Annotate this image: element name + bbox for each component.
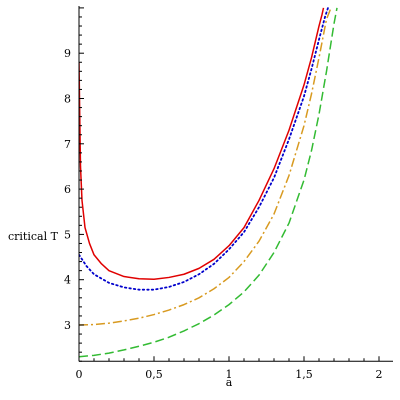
axes-layer: 0 0,5 1 1,5 2 3 4 5 6 7 8 9 (64, 6, 393, 381)
y-tick-label: 4 (64, 274, 71, 287)
y-tick-label: 8 (64, 93, 71, 106)
x-tick-label: 0 (76, 368, 83, 381)
series-line-1 (79, 7, 325, 280)
series-layer (79, 7, 338, 358)
y-tick-label: 9 (64, 47, 71, 60)
y-tick-label: 7 (64, 138, 71, 151)
y-tick-label: 5 (64, 228, 71, 241)
x-axis-title: a (226, 376, 233, 389)
y-tick-label: 3 (64, 319, 71, 332)
labels-layer: a critical T (8, 230, 233, 389)
x-tick-label: 0,5 (145, 368, 163, 381)
y-tick-label: 6 (64, 183, 71, 196)
x-tick-label: 2 (376, 368, 383, 381)
x-tick-label: 1,5 (295, 368, 313, 381)
y-axis-title: critical T (8, 230, 59, 243)
series-line-3 (79, 7, 332, 326)
series-line-2 (79, 7, 329, 291)
series-line-4 (79, 7, 338, 358)
x-tick-label: 1 (226, 368, 233, 381)
